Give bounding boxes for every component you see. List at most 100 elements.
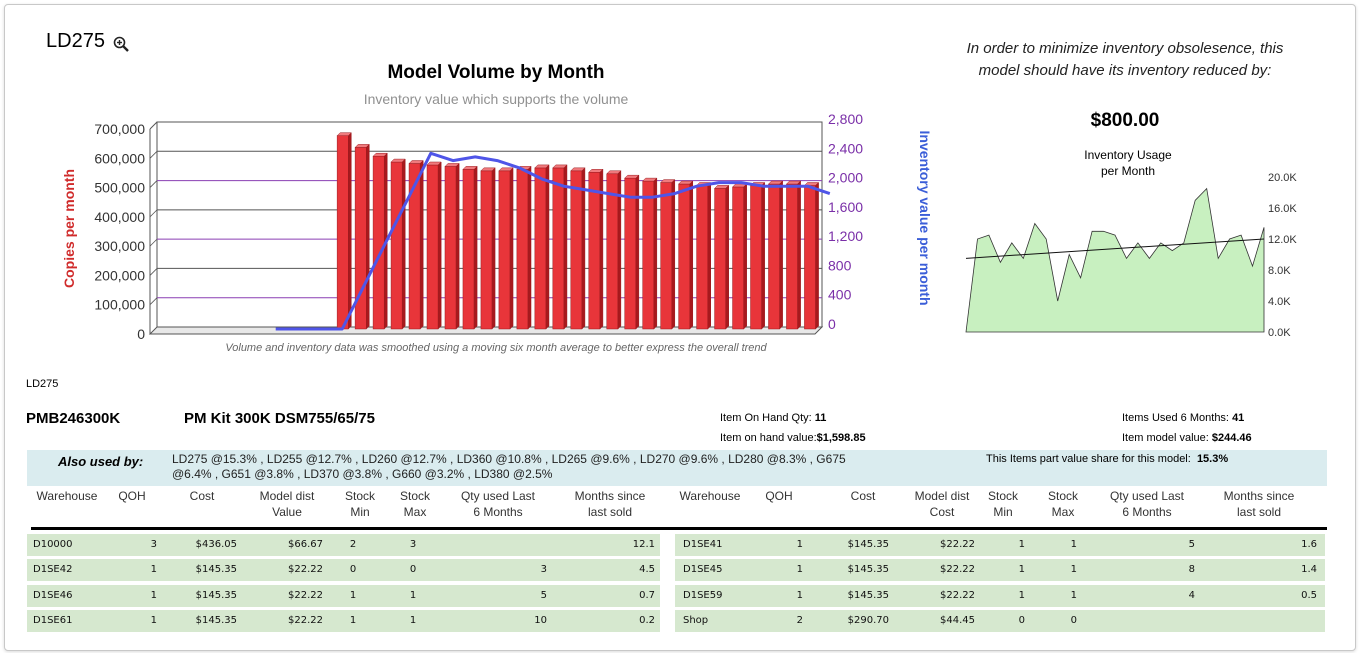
column-header-line: Qty used Last — [1109, 489, 1185, 503]
volume-bar — [426, 161, 442, 330]
left-axis-tick: 300,000 — [94, 238, 145, 254]
table-cell: 0 — [1018, 614, 1025, 626]
table-cell[interactable]: D1SE59 — [683, 589, 723, 601]
column-header-line: Value — [272, 505, 302, 519]
right-axis-tick: 400 — [828, 287, 852, 303]
column-header[interactable]: Qty used Last 6 Months — [1091, 488, 1203, 520]
column-header[interactable]: Months since last sold — [1199, 488, 1319, 520]
column-header[interactable]: Stock Min — [975, 488, 1031, 520]
left-axis-tick: 0 — [137, 326, 145, 342]
gridline-depth — [149, 297, 158, 305]
table-cell: $44.45 — [940, 614, 975, 626]
volume-bar — [785, 180, 802, 330]
column-header[interactable]: Stock Min — [332, 488, 388, 520]
usage-chart-title-line1: Inventory Usage — [1084, 148, 1172, 162]
column-header[interactable]: Cost — [815, 488, 911, 504]
usage-area — [965, 187, 1265, 333]
table-cell: 1 — [349, 589, 357, 601]
table-cell[interactable]: Shop — [683, 614, 709, 626]
column-header-line: last sold — [1236, 505, 1282, 519]
table-cell: 0.5 — [1301, 589, 1317, 601]
column-header[interactable]: Model dist Value — [237, 488, 337, 520]
table-cell: $22.22 — [940, 564, 975, 576]
row-background-left — [27, 609, 660, 632]
right-axis-tick: 1,600 — [828, 199, 863, 215]
table-cell[interactable]: D10000 — [33, 539, 73, 550]
volume-bar — [570, 167, 586, 330]
column-header-line: Stock — [1047, 489, 1078, 503]
table-cell: 4.5 — [639, 564, 655, 576]
column-header[interactable]: Months since last sold — [557, 488, 663, 520]
table-cell: $145.35 — [847, 564, 889, 576]
left-axis-tick: 500,000 — [94, 180, 145, 196]
column-header-line: Max — [403, 505, 427, 519]
column-header[interactable]: Stock Max — [1035, 488, 1091, 520]
table-cell: 5 — [1188, 539, 1195, 550]
gridline-depth — [149, 268, 158, 276]
table-cell: 4 — [1188, 589, 1195, 601]
volume-bar — [444, 162, 460, 330]
volume-bar — [588, 168, 604, 330]
right-axis-tick: 2,800 — [828, 111, 863, 127]
column-header-line: Warehouse — [36, 489, 98, 503]
volume-bar — [678, 180, 694, 330]
section-label: LD275 — [26, 378, 59, 390]
volume-bar — [731, 183, 748, 330]
column-header-line: Cost — [850, 489, 876, 503]
table-cell[interactable]: D1SE46 — [33, 589, 73, 601]
right-axis-tick: 800 — [828, 257, 852, 273]
table-cell: $145.35 — [195, 614, 237, 626]
table-cell: 3 — [150, 539, 157, 550]
table-cell: $145.35 — [847, 539, 889, 550]
column-header-line: Cost — [929, 505, 955, 519]
table-cell: 8 — [1188, 564, 1195, 576]
right-axis-title: Inventory value per month — [917, 130, 933, 305]
table-cell[interactable]: D1SE42 — [33, 564, 73, 576]
volume-bar — [408, 159, 424, 330]
table-cell: 0 — [1070, 614, 1077, 626]
column-header[interactable]: Stock Max — [387, 488, 443, 520]
volume-bar — [498, 167, 514, 330]
row-background-right — [675, 584, 1325, 607]
table-cell: 1.6 — [1301, 539, 1317, 550]
header-divider — [31, 527, 1327, 530]
table-cell: 0.7 — [639, 589, 655, 601]
column-header-line: Warehouse — [679, 489, 741, 503]
volume-bar — [749, 181, 766, 330]
table-cell[interactable]: D1SE45 — [683, 564, 723, 576]
table-cell: 3 — [409, 539, 417, 550]
table-cell: 1 — [409, 589, 417, 601]
usage-axis-tick: 20.0K — [1268, 172, 1297, 184]
column-header[interactable]: Qty used Last 6 Months — [443, 488, 553, 520]
volume-bar — [624, 174, 640, 330]
table-cell: $145.35 — [195, 589, 237, 601]
also-used-band — [27, 450, 1327, 486]
column-header-line: last sold — [587, 505, 633, 519]
table-cell[interactable]: D1SE61 — [33, 614, 73, 626]
row-background-right — [675, 609, 1325, 632]
column-header[interactable]: Model dist Cost — [897, 488, 987, 520]
zoom-in-icon[interactable] — [113, 36, 129, 52]
gridline-depth — [149, 180, 158, 188]
table-cell: 1 — [1070, 589, 1077, 601]
chart-title: Model Volume by Month — [387, 62, 605, 83]
table-cell: 2 — [349, 539, 357, 550]
table-cell: 1.4 — [1301, 564, 1317, 576]
table-cell: 12.1 — [632, 539, 655, 550]
table-cell[interactable]: D1SE41 — [683, 539, 723, 550]
right-axis-tick: 0 — [828, 316, 836, 332]
column-header[interactable]: QOH — [107, 488, 157, 504]
also-used-line-1: LD275 @15.3% , LD255 @12.7% , LD260 @12.… — [172, 452, 846, 466]
column-header-line: Stock — [987, 489, 1018, 503]
column-header[interactable]: Warehouse — [27, 488, 107, 504]
table-cell: 0 — [409, 564, 417, 576]
usage-axis-tick: 16.0K — [1268, 203, 1297, 215]
column-header[interactable]: Cost — [157, 488, 247, 504]
column-header[interactable]: Warehouse — [670, 488, 750, 504]
table-cell — [1195, 610, 1317, 632]
column-header[interactable]: QOH — [749, 488, 809, 504]
column-header-line: QOH — [765, 489, 793, 503]
column-header-line: Model dist — [914, 489, 970, 503]
row-background-right — [675, 559, 1325, 582]
chart-subtitle: Inventory value which supports the volum… — [363, 91, 629, 107]
